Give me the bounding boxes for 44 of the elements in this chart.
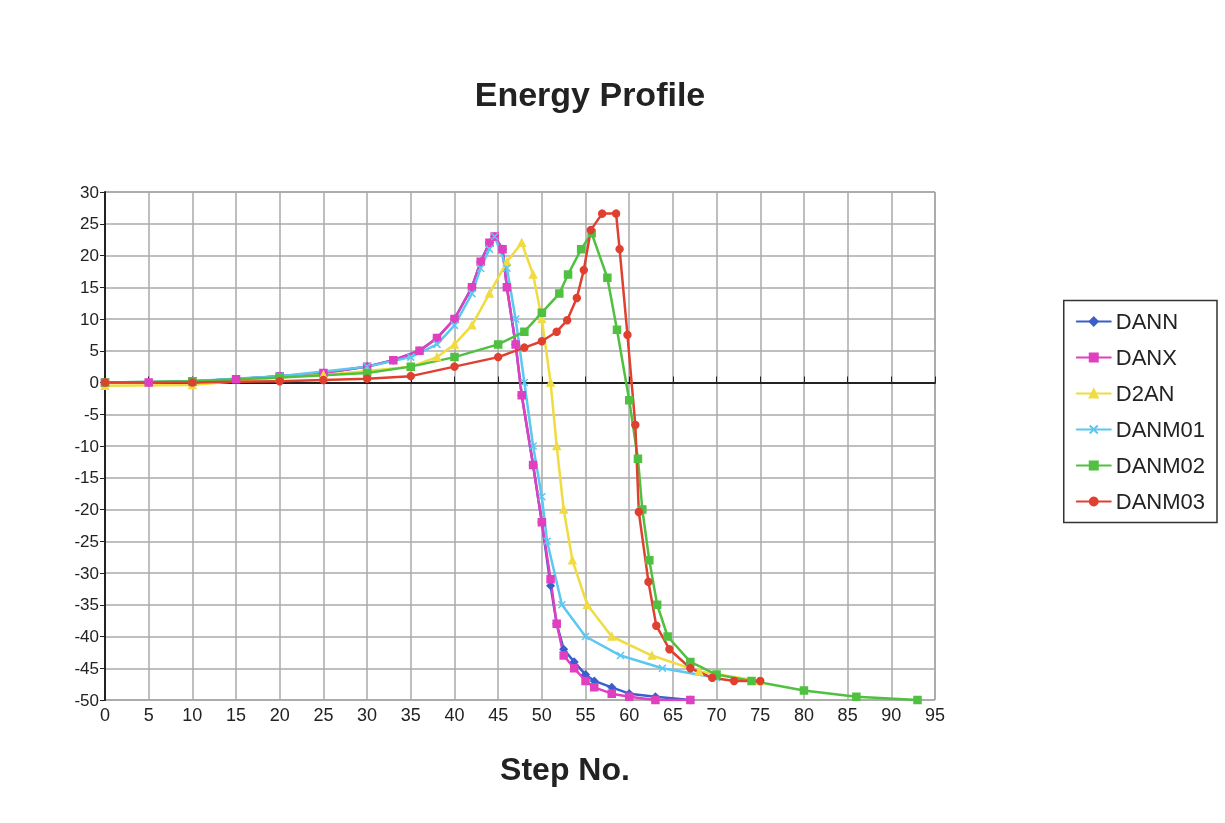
x-tick-label: 90 — [881, 705, 902, 725]
legend-label: DANM03 — [1115, 489, 1205, 514]
y-tick-label: -30 — [74, 563, 99, 583]
legend-label: DANM02 — [1115, 453, 1205, 478]
x-tick-label: 10 — [182, 705, 203, 725]
legend-label: DANM01 — [1115, 417, 1205, 442]
legend-label: DANX — [1115, 345, 1178, 370]
x-tick-label: 60 — [619, 705, 640, 725]
y-tick-label: -20 — [74, 500, 99, 519]
x-tick-label: 35 — [400, 705, 421, 725]
y-tick-label: 15 — [80, 277, 99, 297]
y-tick-label: -45 — [74, 658, 99, 678]
x-tick-label: 15 — [226, 705, 247, 725]
x-tick-label: 85 — [837, 705, 858, 725]
x-tick-label: 5 — [143, 705, 154, 725]
x-tick-label: 30 — [357, 705, 378, 725]
legend-label: D2AN — [1115, 381, 1175, 406]
x-tick-label: 20 — [269, 705, 290, 725]
x-tick-label: 65 — [662, 705, 683, 725]
x-tick-label: 75 — [750, 705, 771, 725]
chart-title: Energy Profile — [474, 75, 706, 113]
x-tick-label: 50 — [531, 705, 552, 725]
x-axis-title: Step No. — [500, 751, 630, 787]
y-tick-label: -15 — [74, 468, 99, 488]
y-tick-label: -50 — [74, 690, 99, 710]
x-tick-label: 45 — [488, 705, 509, 725]
x-tick-label: 40 — [444, 705, 465, 725]
y-tick-label: 25 — [80, 214, 99, 234]
x-tick-label: 55 — [575, 705, 596, 725]
x-tick-label: 25 — [313, 705, 334, 725]
y-tick-label: -25 — [74, 531, 99, 551]
y-tick-label: -10 — [74, 436, 99, 456]
x-tick-label: 70 — [706, 705, 727, 725]
legend-label: DANN — [1115, 309, 1179, 334]
y-tick-label: 20 — [80, 246, 99, 265]
y-tick-label: 30 — [80, 182, 99, 202]
x-tick-label: 80 — [793, 705, 814, 725]
y-tick-label: 10 — [80, 309, 99, 329]
y-tick-label: 0 — [89, 373, 99, 392]
y-tick-label: -5 — [83, 404, 99, 424]
y-tick-label: -35 — [74, 595, 99, 615]
y-tick-label: -40 — [74, 627, 99, 646]
y-tick-label: 5 — [89, 341, 99, 361]
x-tick-label: 95 — [924, 705, 946, 725]
